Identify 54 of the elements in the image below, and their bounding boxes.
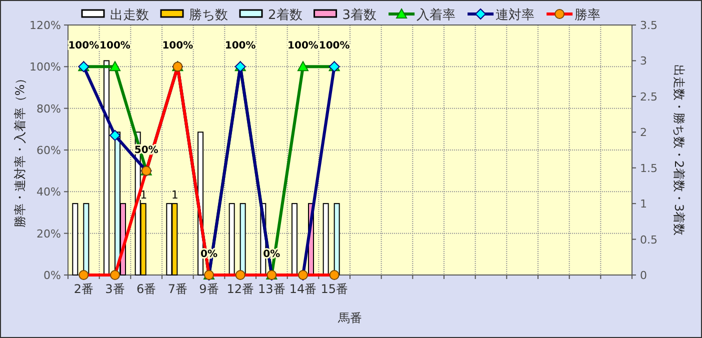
- point: [110, 130, 120, 141]
- y2-tick-label: 3: [640, 54, 647, 68]
- point: [110, 61, 120, 72]
- y2-tick-label: 2.5: [640, 90, 658, 104]
- x-axis-title: 馬番: [337, 311, 362, 325]
- x-tick-label: 13番: [258, 282, 286, 296]
- y2-axis-title: 出走数・勝ち数・2着数・3着数: [672, 64, 686, 236]
- x-tick-label: 6番: [136, 282, 156, 296]
- legend-label: 勝率: [574, 7, 601, 23]
- legend-label: 入着率: [416, 7, 456, 23]
- legend-label: 勝ち数: [189, 8, 228, 23]
- bar: [322, 203, 329, 276]
- x-tick-label: 2番: [74, 282, 94, 296]
- legend-label: 2着数: [268, 7, 302, 23]
- y2-tick-label: 3.5: [640, 19, 658, 32]
- data-label: 100%: [318, 40, 350, 52]
- point: [298, 61, 308, 72]
- data-label: 100%: [288, 40, 318, 52]
- y-tick-label: 20%: [36, 227, 61, 240]
- bar: [72, 203, 78, 276]
- y-tick-label: 40%: [36, 186, 61, 199]
- x-tick-label: 7番: [168, 282, 188, 296]
- y2-tick-label: 1.5: [640, 162, 658, 175]
- x-tick-label: 3番: [105, 282, 125, 296]
- y-tick-label: 0%: [44, 269, 61, 282]
- data-label: 1: [171, 188, 178, 202]
- y-tick-label: 120%: [30, 19, 61, 32]
- x-tick-label: 15番: [320, 282, 348, 296]
- data-label: 100%: [100, 40, 130, 52]
- legend-label: 3着数: [342, 7, 377, 23]
- y-tick-label: 100%: [30, 60, 61, 74]
- x-tick-label: 12番: [226, 282, 254, 296]
- y-tick-label: 60%: [36, 144, 61, 157]
- y2-tick-label: 0.5: [640, 233, 658, 246]
- data-label: 100%: [162, 40, 194, 52]
- x-tick-label: 9番: [199, 282, 219, 296]
- y-tick-label: 80%: [36, 102, 61, 116]
- data-label: 100%: [68, 40, 100, 52]
- bar: [240, 203, 246, 276]
- y-axis-title: 勝率・連対率・入着率（%）: [13, 72, 27, 228]
- legend-label: 連対率: [496, 7, 535, 23]
- legend-label: 出走数: [110, 8, 149, 23]
- x-tick-label: 14番: [289, 282, 317, 296]
- data-label: 100%: [224, 40, 256, 52]
- bar: [166, 203, 172, 276]
- y2-tick-label: 1: [640, 198, 647, 211]
- y2-tick-label: 2: [640, 126, 647, 140]
- bar: [83, 203, 90, 276]
- bar: [228, 203, 235, 276]
- bar: [292, 203, 298, 276]
- bar: [104, 60, 110, 276]
- data-label: 1: [140, 188, 148, 202]
- y2-tick-label: 0: [640, 269, 647, 282]
- bar: [334, 203, 340, 276]
